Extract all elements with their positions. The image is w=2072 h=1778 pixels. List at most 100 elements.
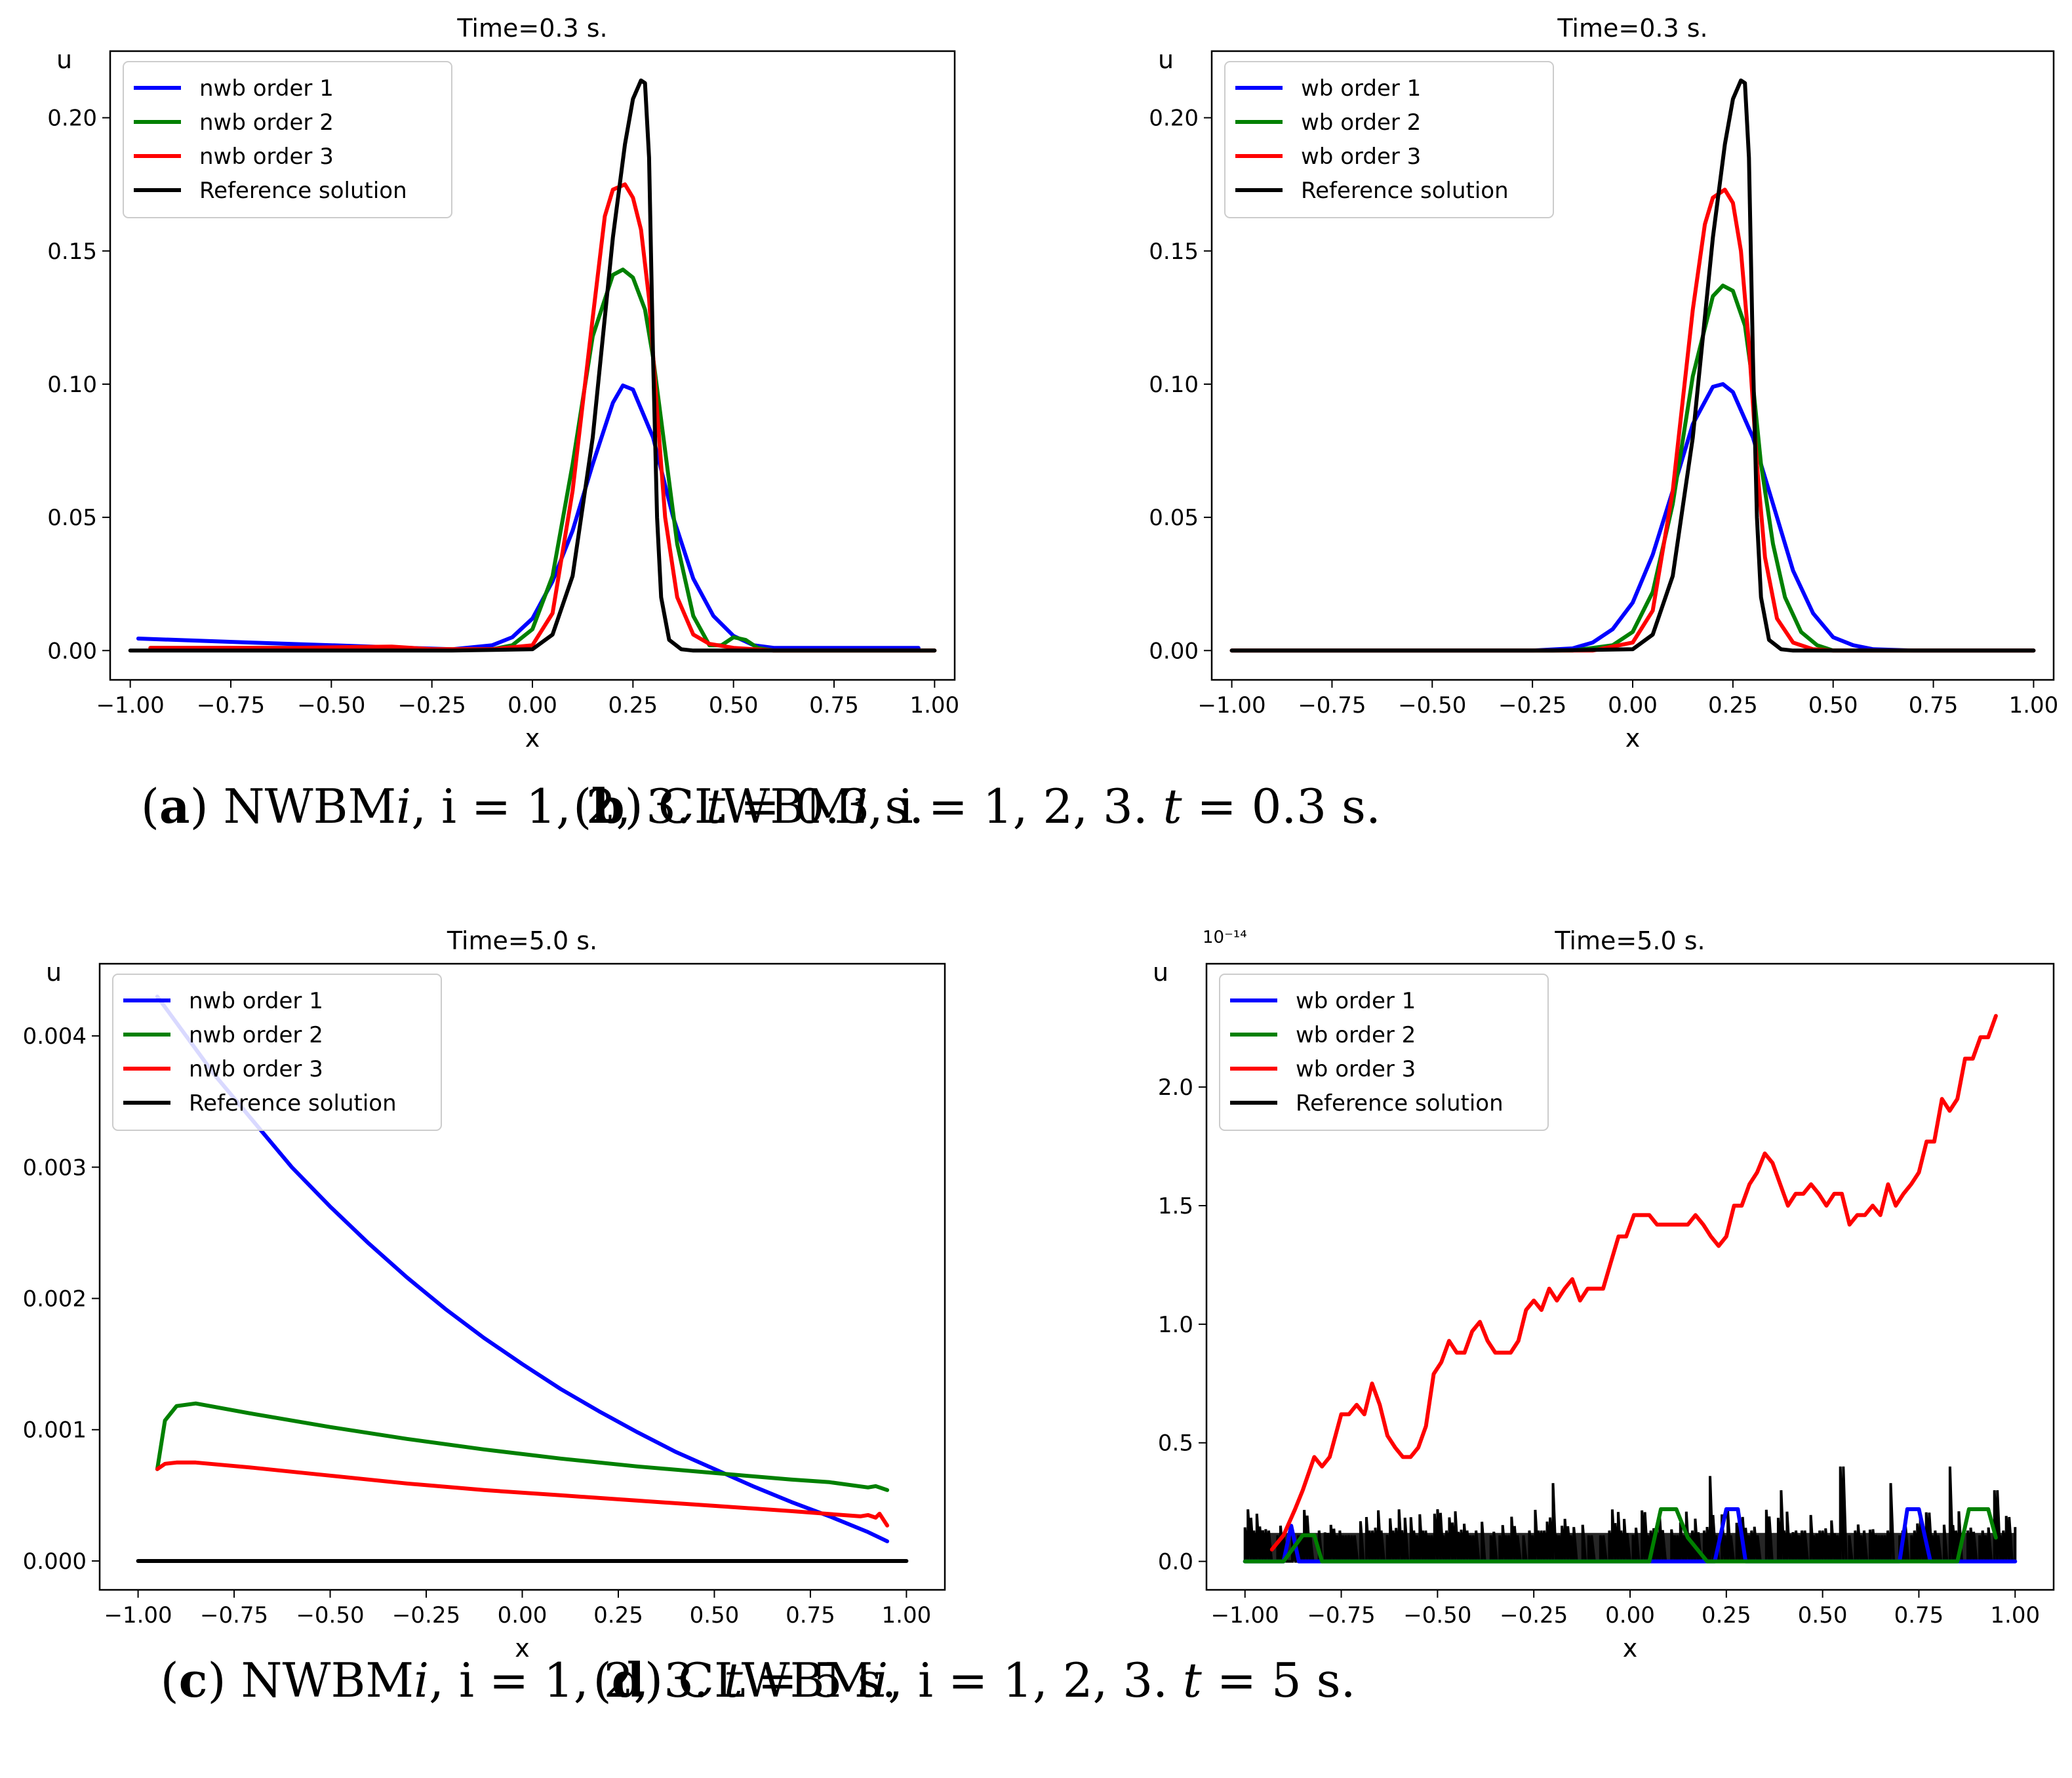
caption-tvar: t	[724, 1653, 744, 1708]
caption-paren-close: )	[190, 779, 224, 834]
y-tick-label: 0.004	[23, 1023, 87, 1050]
legend-box	[1219, 974, 1549, 1131]
series-line-wb-order-1	[1229, 382, 2036, 653]
caption-label: c	[179, 1652, 208, 1708]
x-tick-label: 0.50	[1798, 1602, 1848, 1629]
caption-label: d	[612, 1652, 645, 1708]
x-tick-label: 0.25	[1702, 1602, 1751, 1629]
x-tick-label: 1.00	[1990, 1602, 2040, 1629]
axes-frame	[98, 962, 946, 1591]
x-axis-label: x	[515, 1634, 530, 1663]
caption-ivar: i	[396, 779, 411, 834]
chart-title: Time=0.3 s.	[456, 14, 607, 43]
y-tick-label: 0.15	[1149, 239, 1199, 265]
series-line-wb-order-3	[1229, 188, 2036, 653]
y-tick-label: 0.05	[1149, 505, 1199, 531]
caption-method: CLWBM	[678, 1653, 873, 1708]
y-tick-label: 1.0	[1158, 1312, 1193, 1338]
series-line-wb-order-3	[1269, 1014, 1998, 1552]
chart-title: Time=0.3 s.	[1557, 14, 1707, 43]
x-tick-label: 0.75	[786, 1602, 835, 1629]
caption-tval: = 0.3 s.	[1182, 779, 1381, 834]
x-tick-label: −0.25	[1498, 692, 1566, 719]
x-tick-label: −0.25	[398, 692, 466, 719]
x-tick-label: −0.75	[1307, 1602, 1375, 1629]
legend-label: nwb order 2	[199, 109, 334, 136]
x-tick-label: −0.25	[392, 1602, 460, 1629]
legend-label: wb order 1	[1296, 988, 1416, 1014]
caption-method: NWBM	[241, 1653, 414, 1708]
x-axis-label: x	[525, 724, 540, 753]
legend-box	[1224, 61, 1554, 218]
x-tick-label: 1.00	[2009, 692, 2059, 719]
x-tick-label: 0.25	[593, 1602, 643, 1629]
x-tick-label: −1.00	[1197, 692, 1265, 719]
caption-method: NWBM	[224, 779, 397, 834]
plot-area	[128, 78, 937, 653]
y-tick-label: 0.05	[47, 505, 97, 531]
y-tick-label: 0.001	[23, 1417, 87, 1444]
x-tick-label: −1.00	[1211, 1602, 1279, 1629]
x-tick-label: −0.75	[1298, 692, 1366, 719]
legend-label: nwb order 1	[189, 988, 323, 1014]
caption-ivar: i	[414, 1653, 429, 1708]
caption-rest: , i = 1, 2, 3.	[888, 1653, 1183, 1708]
legend-label: Reference solution	[199, 178, 407, 204]
y-tick-label: 0.0	[1158, 1549, 1193, 1575]
y-tick-label: 0.10	[47, 372, 97, 398]
series-line-wb-order-1	[1243, 1507, 2018, 1564]
caption-rest: , i = 1, 2, 3.	[868, 779, 1163, 834]
axes-frame	[109, 50, 956, 681]
caption-paren-close: )	[645, 1653, 678, 1708]
legend-label: Reference solution	[1301, 178, 1509, 204]
caption-tvar: t	[706, 779, 726, 834]
y-tick-label: 0.003	[23, 1155, 87, 1181]
legend-label: Reference solution	[189, 1090, 397, 1116]
caption-label: b	[591, 778, 624, 834]
x-tick-label: 0.25	[1708, 692, 1758, 719]
chart-panel-b: Time=0.3 s. −1.00 −0.75 −0.50 −0.25 0.00 0.25 0…	[573, 14, 2058, 834]
subfigure-caption: (c) NWBMi, i = 1, 2, 3. t = 5 s.	[161, 1652, 897, 1708]
x-tick-label: 0.50	[690, 1602, 740, 1629]
chart-panel-c: Time=5.0 s. −1.00 −0.75 −0.50 −0.25 0.00 0.25 0…	[23, 926, 946, 1708]
y-tick-label: 2.0	[1158, 1075, 1193, 1101]
caption-tvar: t	[1163, 779, 1183, 834]
axes-frame	[1210, 50, 2055, 681]
legend-label: wb order 2	[1301, 109, 1421, 136]
y-tick-label: 0.00	[47, 638, 97, 664]
caption-tval: = 5 s.	[743, 1653, 897, 1708]
legend-box	[123, 61, 452, 218]
caption-paren-open: (	[573, 779, 591, 834]
x-tick-label: 0.50	[1808, 692, 1858, 719]
x-tick-label: −0.50	[1403, 1602, 1471, 1629]
x-tick-label: 0.75	[809, 692, 859, 719]
y-tick-label: 0.20	[47, 106, 97, 132]
y-tick-label: 0.00	[1149, 638, 1199, 664]
x-tick-label: −0.25	[1500, 1602, 1568, 1629]
plot-area	[136, 995, 909, 1563]
legend-label: Reference solution	[1296, 1090, 1504, 1116]
series-line-nwb-order-2	[148, 267, 937, 653]
chart-panel-d: Time=5.0 s. −1.00 −0.75 −0.50 −0.25 0.00 0.25 0…	[593, 926, 2055, 1708]
subfigure-caption: (d) CLWBMi, i = 1, 2, 3. t = 5 s.	[593, 1652, 1356, 1708]
plot-area	[1229, 78, 2036, 653]
x-tick-label: 0.00	[1605, 1602, 1655, 1629]
caption-tval: = 5 s.	[1202, 1653, 1356, 1708]
caption-label: a	[159, 778, 190, 834]
legend-box	[112, 974, 442, 1131]
y-tick-label: 1.5	[1158, 1193, 1193, 1219]
caption-rest: , i = 1, 2, 3.	[411, 779, 706, 834]
y-offset-label: 10⁻¹⁴	[1203, 928, 1247, 947]
x-tick-label: 1.00	[882, 1602, 932, 1629]
caption-paren-open: (	[593, 1653, 612, 1708]
legend-label: wb order 3	[1296, 1056, 1416, 1082]
x-tick-label: 0.75	[1894, 1602, 1944, 1629]
series-line-nwb-order-1	[155, 995, 890, 1543]
series-line-reference-solution	[1229, 78, 2036, 653]
legend-label: wb order 2	[1296, 1022, 1416, 1048]
chart-panel-a: Time=0.3 s. −1.00 −0.75 −0.50 −0.25 0.00 0.25 0…	[47, 14, 959, 834]
caption-paren-close: )	[208, 1653, 241, 1708]
y-axis-label: u	[56, 45, 72, 74]
subfigure-caption: (a) NWBMi, i = 1, 2, 3. t = 0.3 s.	[141, 778, 924, 834]
series-line-nwb-order-3	[148, 182, 937, 653]
